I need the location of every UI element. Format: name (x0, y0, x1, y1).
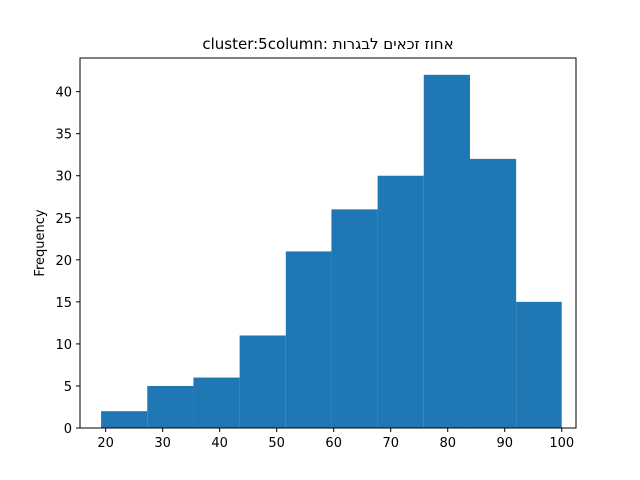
y-tick-label: 0 (64, 422, 72, 437)
y-axis: 0 5 10 15 20 25 30 35 40 (55, 86, 80, 437)
histogram-bar-4 (239, 335, 286, 428)
y-axis-label: Frequency (33, 209, 48, 276)
histogram-bar-9 (469, 158, 517, 428)
x-tick-label: 70 (382, 436, 399, 451)
histogram-bar-7 (377, 175, 424, 428)
y-tick-label: 5 (64, 380, 72, 395)
y-tick-label: 35 (55, 128, 72, 143)
y-tick-label: 30 (55, 170, 72, 185)
histogram-bar-2 (147, 385, 194, 428)
x-tick-label: 40 (211, 436, 228, 451)
y-tick-label: 10 (55, 338, 72, 353)
x-axis: 20 30 40 50 60 70 80 90 100 (97, 428, 574, 451)
x-tick-label: 100 (549, 436, 574, 451)
x-tick-label: 80 (439, 436, 456, 451)
x-tick-label: 50 (268, 436, 285, 451)
histogram-bar-6 (331, 209, 378, 428)
bars-group (101, 74, 562, 429)
x-tick-label: 60 (325, 436, 342, 451)
chart-title: cluster:5column: אחוז זכאים לבגרות (202, 35, 453, 53)
histogram-bar-8 (423, 74, 470, 429)
histogram-bar-3 (193, 377, 240, 428)
y-tick-label: 15 (55, 296, 72, 311)
y-tick-label: 25 (55, 212, 72, 227)
x-tick-label: 20 (97, 436, 114, 451)
histogram-bar-1 (101, 411, 148, 428)
histogram-bar-10 (516, 301, 562, 428)
y-tick-label: 20 (55, 254, 72, 269)
histogram-bar-5 (285, 251, 332, 428)
plot-frame (79, 57, 577, 429)
x-tick-label: 30 (154, 436, 171, 451)
x-tick-label: 90 (496, 436, 513, 451)
y-tick-label: 40 (55, 86, 72, 101)
